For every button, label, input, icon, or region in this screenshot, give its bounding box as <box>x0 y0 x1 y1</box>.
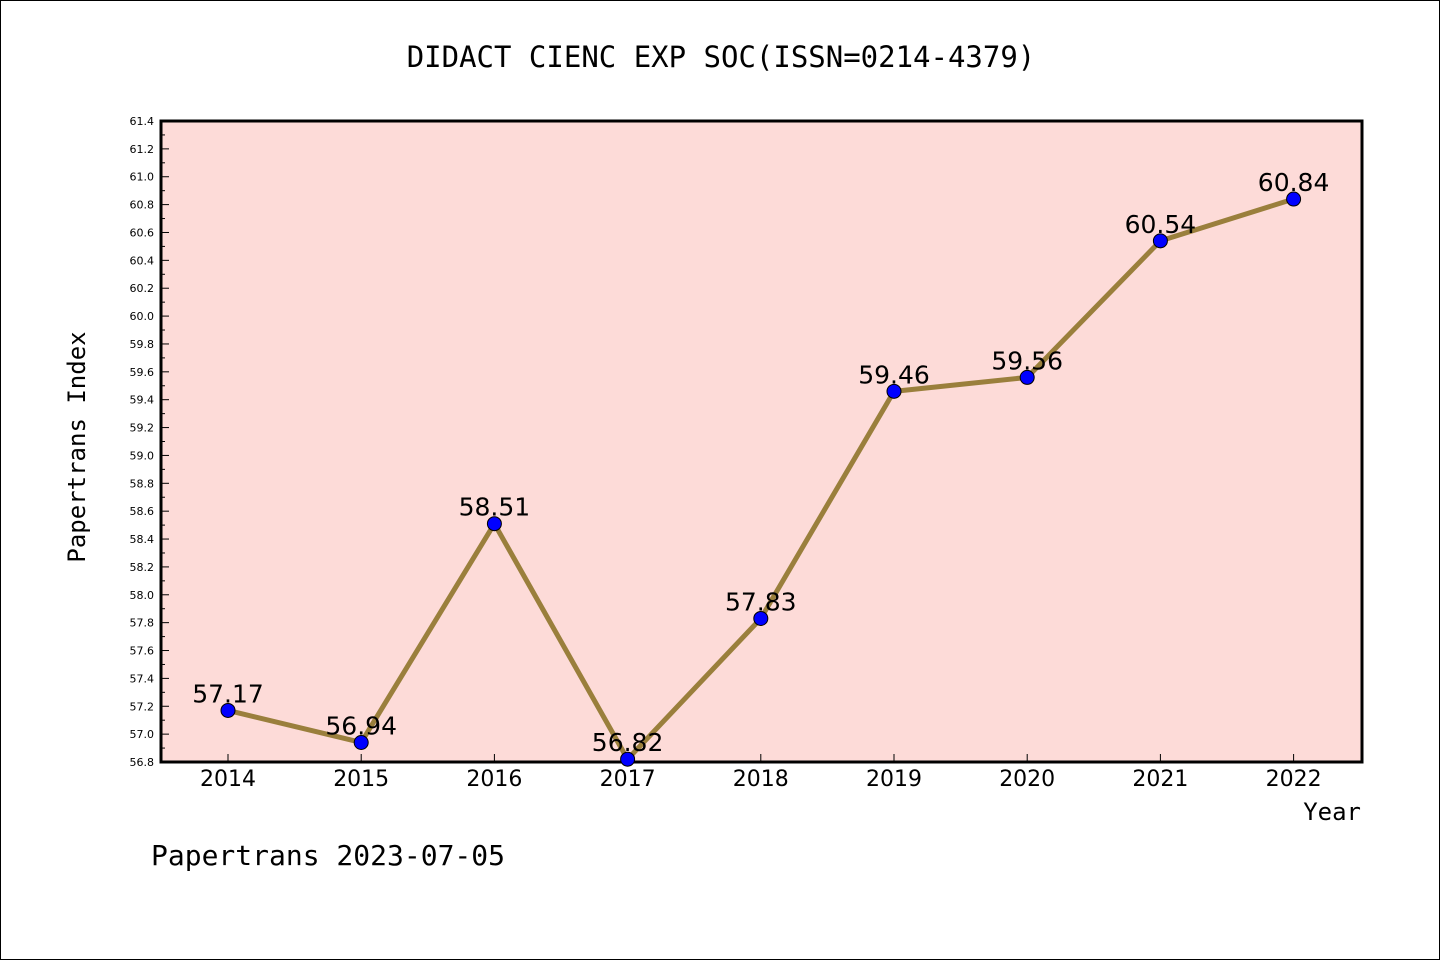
x-tick-label: 2016 <box>466 767 522 792</box>
y-tick-label: 60.4 <box>130 254 155 267</box>
y-tick-label: 58.8 <box>130 477 155 490</box>
data-point <box>620 751 636 767</box>
x-tick-label: 2014 <box>200 767 256 792</box>
y-tick-label: 59.4 <box>130 394 155 407</box>
data-label: 58.51 <box>459 493 531 522</box>
y-tick-label: 57.6 <box>130 645 155 658</box>
y-tick-label: 60.8 <box>130 199 155 212</box>
data-point <box>486 516 502 532</box>
data-labels: 57.17 56.94 58.51 56.82 57.83 59.46 59.56 60.54… <box>192 168 1329 757</box>
y-tick-label: 59.2 <box>130 422 155 435</box>
x-tick-label: 2015 <box>333 767 389 792</box>
data-label: 59.46 <box>858 360 930 389</box>
series-line-group <box>220 191 1302 767</box>
y-tick-label: 61.4 <box>130 115 155 128</box>
y-tick-label: 60.2 <box>130 282 155 295</box>
data-point <box>753 610 769 626</box>
data-label: 60.84 <box>1258 168 1330 197</box>
x-tick-label: 2022 <box>1266 767 1322 792</box>
data-point <box>1286 191 1302 207</box>
y-tick-label: 61.2 <box>130 143 155 156</box>
data-label: 60.54 <box>1125 210 1197 239</box>
chart-title: DIDACT CIENC EXP SOC(ISSN=0214-4379) <box>407 40 1036 74</box>
x-tick-label: 2018 <box>733 767 789 792</box>
y-tick-label: 56.8 <box>130 756 155 769</box>
y-tick-label: 58.2 <box>130 561 155 574</box>
data-point <box>220 702 236 718</box>
x-tick-label: 2020 <box>999 767 1055 792</box>
data-label: 59.56 <box>991 346 1063 375</box>
data-label: 57.17 <box>192 679 264 708</box>
y-tick-label: 60.6 <box>130 226 155 239</box>
y-tick-label: 61.0 <box>130 171 155 184</box>
data-point <box>353 734 369 750</box>
data-point <box>1019 369 1035 385</box>
y-tick-label: 58.0 <box>130 589 155 602</box>
y-axis-title: Papertrans Index <box>63 331 91 562</box>
data-point <box>1152 233 1168 249</box>
y-tick-label: 57.2 <box>130 700 155 713</box>
x-tick-label: 2019 <box>866 767 922 792</box>
x-axis-title: Year <box>1303 798 1361 826</box>
data-label: 56.82 <box>592 728 664 757</box>
y-tick-label: 58.4 <box>130 533 155 546</box>
y-tick-label: 59.0 <box>130 449 155 462</box>
x-tick-label: 2021 <box>1132 767 1188 792</box>
y-tick-label: 60.0 <box>130 310 155 323</box>
x-axis: 2014 2015 2016 2017 2018 2019 2020 2021 2022 <box>200 754 1322 792</box>
footer-text: Papertrans 2023-07-05 <box>151 839 505 872</box>
y-tick-label: 59.6 <box>130 366 155 379</box>
plot-area <box>159 119 1364 764</box>
y-tick-label: 57.0 <box>130 728 155 741</box>
y-tick-label: 58.6 <box>130 505 155 518</box>
x-tick-label: 2017 <box>600 767 656 792</box>
data-point <box>886 383 902 399</box>
y-axis: 56.8 57.0 57.2 57.4 57.6 57.8 58.0 58.2 58.4 58.6… <box>130 115 169 769</box>
y-tick-label: 57.8 <box>130 617 155 630</box>
y-tick-label: 59.8 <box>130 338 155 351</box>
data-label: 56.94 <box>325 711 397 740</box>
data-label: 57.83 <box>725 587 797 616</box>
y-tick-label: 57.4 <box>130 672 155 685</box>
